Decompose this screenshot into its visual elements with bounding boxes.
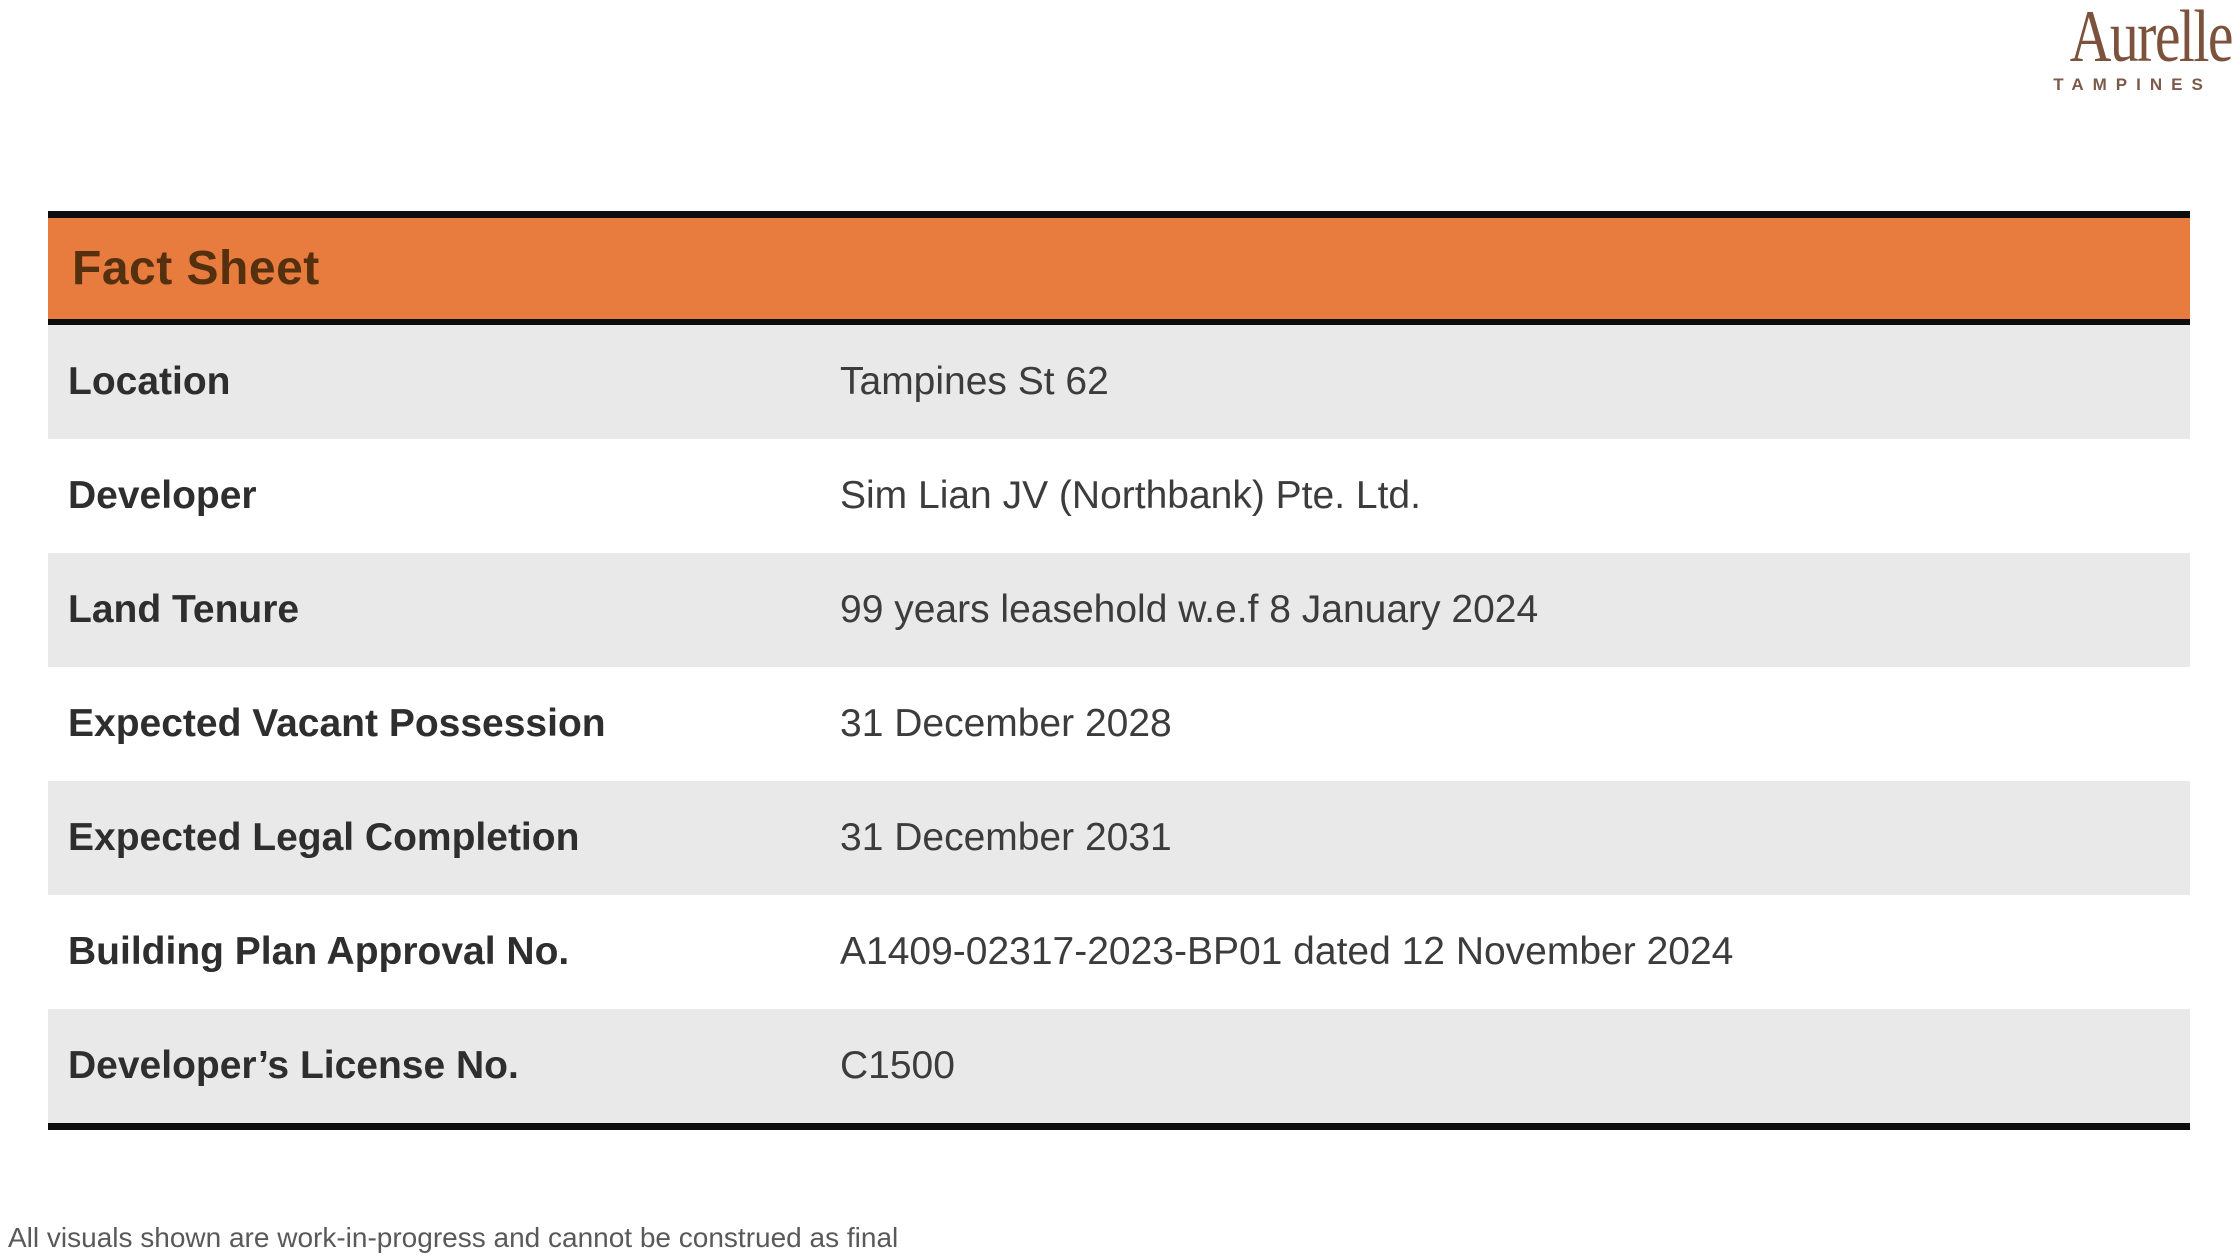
row-value: 99 years leasehold w.e.f 8 January 2024 [840, 588, 1539, 631]
brand-logo: Aurelle TAMPINES [2016, 0, 2240, 95]
fact-sheet-table: Fact Sheet Location Tampines St 62 Devel… [48, 211, 2190, 1130]
table-row: Developer’s License No. C1500 [48, 1009, 2190, 1123]
row-label: Expected Vacant Possession [68, 702, 606, 745]
row-label: Location [68, 360, 231, 403]
row-value: Sim Lian JV (Northbank) Pte. Ltd. [840, 474, 1421, 517]
table-row: Developer Sim Lian JV (Northbank) Pte. L… [48, 439, 2190, 553]
row-label: Developer’s License No. [68, 1044, 519, 1087]
table-row: Expected Legal Completion 31 December 20… [48, 781, 2190, 895]
brand-logo-subtitle: TAMPINES [2053, 75, 2212, 94]
table-row: Building Plan Approval No. A1409-02317-2… [48, 895, 2190, 1009]
row-value: 31 December 2031 [840, 816, 1172, 859]
disclaimer-text: All visuals shown are work-in-progress a… [8, 1222, 899, 1253]
brand-logo-wordmark: Aurelle [2069, 0, 2234, 78]
row-value: A1409-02317-2023-BP01 dated 12 November … [840, 930, 1734, 973]
row-label: Land Tenure [68, 588, 300, 631]
row-value: Tampines St 62 [840, 360, 1109, 403]
table-row: Location Tampines St 62 [48, 325, 2190, 439]
table-row: Land Tenure 99 years leasehold w.e.f 8 J… [48, 553, 2190, 667]
table-row: Expected Vacant Possession 31 December 2… [48, 667, 2190, 781]
fact-sheet-rows: Location Tampines St 62 Developer Sim Li… [48, 325, 2190, 1123]
row-value: 31 December 2028 [840, 702, 1172, 745]
fact-sheet-header: Fact Sheet [48, 218, 2190, 325]
fact-sheet-title: Fact Sheet [72, 242, 320, 295]
row-value: C1500 [840, 1044, 955, 1087]
row-label: Building Plan Approval No. [68, 930, 570, 973]
row-label: Developer [68, 474, 257, 517]
row-label: Expected Legal Completion [68, 816, 580, 859]
